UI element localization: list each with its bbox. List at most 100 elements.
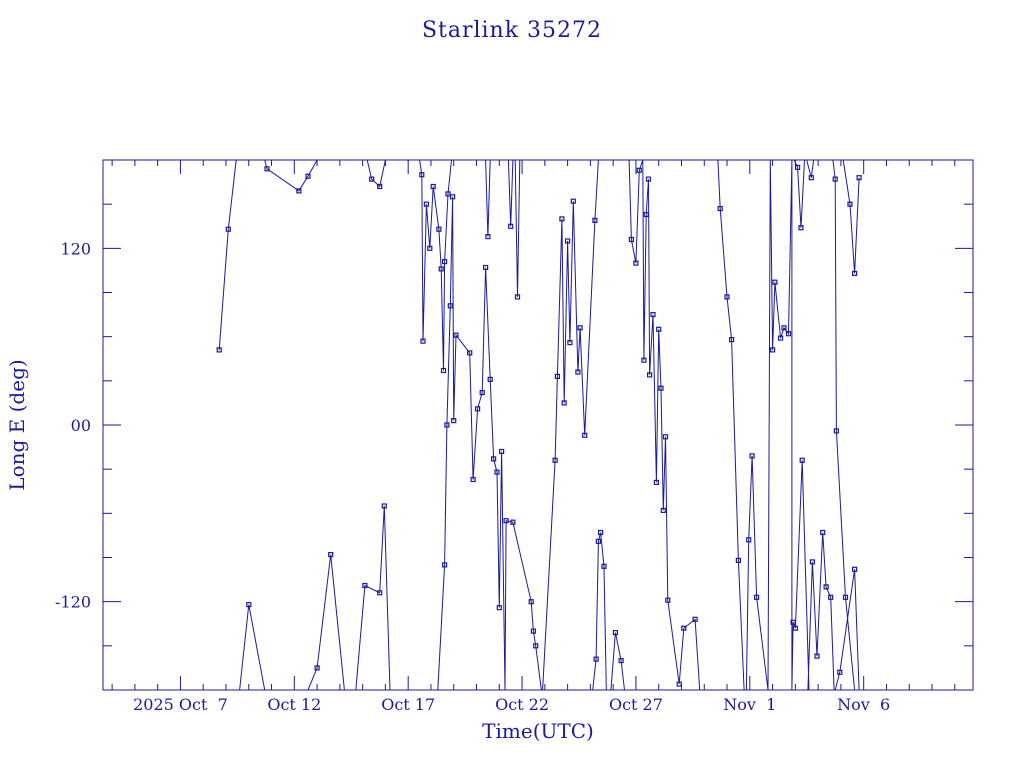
data-point (528, 599, 534, 605)
data-point (646, 372, 653, 378)
data-point (451, 418, 457, 424)
data-point (436, 226, 442, 232)
data-point (656, 326, 662, 332)
data-point (746, 537, 752, 543)
data-point (832, 176, 838, 182)
series-line (592, 532, 625, 691)
data-point (530, 628, 537, 634)
data-point (785, 331, 792, 337)
data-point (467, 350, 473, 356)
data-point (851, 566, 858, 572)
data-point (842, 594, 849, 600)
data-point (753, 594, 760, 600)
data-point (491, 456, 497, 462)
x-tick-label: 2025 Oct 7 (133, 695, 228, 714)
data-point (799, 457, 805, 463)
data-point (660, 507, 666, 513)
x-axis-label: Time(UTC) (482, 719, 594, 743)
y-tick-labels: -120 00 120 (55, 239, 91, 611)
data-point (514, 294, 521, 300)
series-line (504, 159, 599, 691)
y-tick-label: 120 (60, 239, 91, 258)
data-point (592, 217, 598, 223)
data-point (427, 245, 433, 251)
series-line (793, 159, 856, 691)
data-point (595, 538, 602, 544)
data-point (305, 173, 311, 179)
data-point (633, 260, 639, 266)
plot-frame (102, 159, 974, 691)
data-point (423, 201, 429, 207)
data-point (508, 223, 514, 229)
data-point (650, 312, 656, 318)
data-point (777, 335, 784, 341)
data-point (577, 325, 583, 331)
data-point (856, 175, 862, 181)
x-tick-labels: 2025 Oct 7 Oct 12 Oct 17 Oct 22 Oct 27 Nov 1 N… (133, 695, 890, 714)
data-point (381, 503, 387, 509)
data-point (724, 294, 730, 300)
data-point (554, 373, 561, 379)
data-point (618, 657, 624, 664)
series-line (807, 532, 860, 691)
data-point (781, 325, 787, 331)
data-point (570, 198, 576, 204)
data-point (440, 367, 447, 374)
y-axis-label: Long E (deg) (5, 359, 29, 490)
data-point (820, 529, 826, 536)
data-point (676, 681, 682, 687)
data-point (847, 201, 853, 207)
data-point (798, 225, 804, 231)
data-point (225, 226, 231, 232)
data-point (496, 604, 502, 611)
data-point (749, 453, 755, 459)
data-point (369, 176, 375, 182)
data-point (692, 616, 698, 622)
data-point (794, 164, 801, 170)
data-point (533, 643, 539, 649)
data-point (216, 347, 222, 353)
data-point (769, 347, 776, 353)
data-point (814, 653, 820, 659)
y-tick-label: -120 (55, 593, 91, 612)
data-point (444, 422, 450, 428)
data-point (328, 551, 334, 558)
y-tick-label: 00 (71, 416, 91, 435)
data-point (597, 529, 604, 536)
axis-ticks (103, 160, 973, 690)
data-point (419, 172, 425, 178)
data-point (612, 629, 619, 636)
data-point (430, 183, 436, 190)
data-point (653, 479, 660, 485)
data-point (809, 559, 816, 565)
series-line (218, 159, 521, 371)
data-point (735, 557, 742, 564)
data-point (564, 238, 571, 244)
data-point (552, 457, 558, 463)
data-point (559, 216, 565, 222)
data-point (510, 519, 516, 525)
series-line (239, 196, 506, 691)
data-point (475, 406, 481, 412)
data-point (658, 385, 664, 391)
data-point (362, 582, 368, 589)
data-point (420, 338, 426, 344)
data-point (645, 176, 652, 182)
data-point (662, 434, 669, 440)
data-point (442, 562, 448, 568)
series-line (717, 159, 810, 691)
data-point (851, 270, 858, 276)
data-point (442, 259, 448, 265)
data-point (447, 303, 453, 309)
data-point (665, 597, 671, 603)
data-point (485, 234, 491, 240)
data-point (837, 669, 843, 675)
x-tick-label: Oct 22 (495, 695, 549, 714)
data-point (453, 332, 459, 338)
data-point (445, 191, 451, 197)
chart-title: Starlink 35272 (422, 18, 602, 43)
data-point (264, 166, 270, 172)
data-point (593, 656, 599, 662)
data-point (377, 590, 383, 596)
data-point (487, 376, 493, 382)
